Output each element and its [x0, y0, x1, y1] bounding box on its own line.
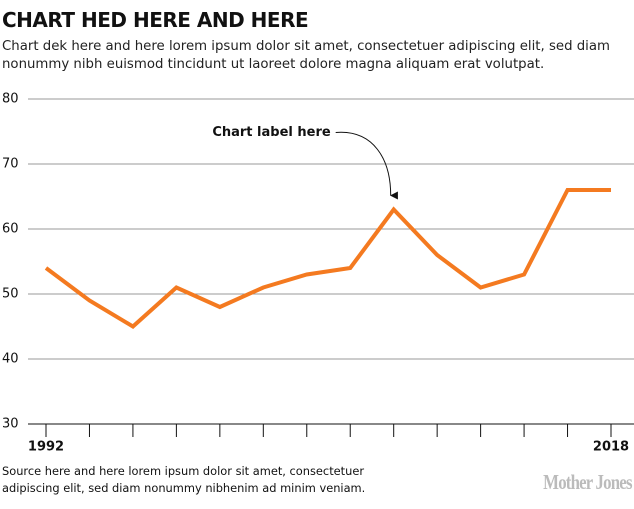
chart: 30 40 50 60 70 80 1992 2018 Chart label here [2, 92, 634, 455]
logo: Mother Jones [543, 470, 632, 494]
y-tick-label: 30 [2, 417, 19, 432]
chart-subtitle: Chart dek here and here lorem ipsum dolo… [2, 39, 610, 72]
y-tick-label: 60 [2, 222, 19, 237]
annotation-arrow [335, 131, 398, 200]
y-tick-label: 40 [2, 352, 19, 367]
y-tick-label: 70 [2, 157, 19, 172]
source-note: Source here and here lorem ipsum dolor s… [2, 464, 366, 495]
x-tick-label: 1992 [28, 440, 64, 455]
annotation-label: Chart label here [212, 125, 331, 140]
y-tick-label: 50 [2, 287, 19, 302]
chart-title: CHART HED HERE AND HERE [2, 8, 309, 32]
data-line [44, 188, 611, 329]
y-tick-label: 80 [2, 92, 19, 107]
x-tick-label: 2018 [593, 440, 629, 455]
